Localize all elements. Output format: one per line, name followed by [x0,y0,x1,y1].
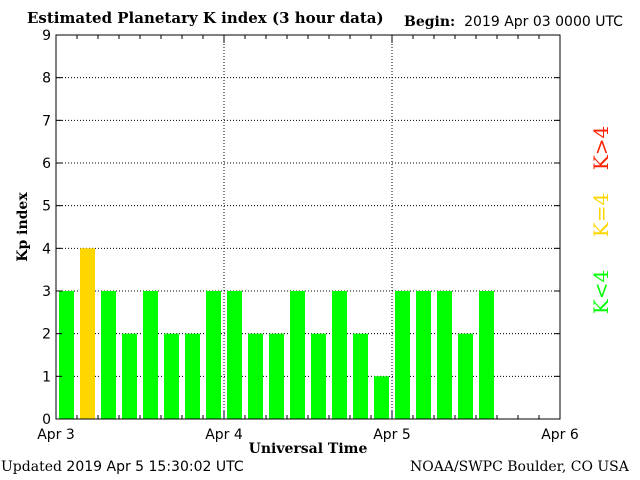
kp-bar [458,333,473,419]
kp-bar [416,291,431,419]
legend-item: K=4 [589,193,613,237]
y-tick-label: 7 [42,113,51,129]
kp-bar [269,333,284,419]
kp-bar [206,291,221,419]
kp-bar [59,291,74,419]
legend-item: K>4 [589,126,613,170]
updated-label: Updated [1,459,62,475]
kp-bar [290,291,305,419]
kp-bar [185,333,200,419]
y-axis: 0 1 2 3 4 5 6 7 8 9 [42,28,560,428]
begin-time: Begin: 2019 Apr 03 0000 UTC [404,14,623,30]
begin-value: 2019 Apr 03 0000 UTC [464,14,623,30]
begin-label: Begin: [404,14,456,30]
y-tick-label: 8 [42,71,51,87]
kp-bar [353,333,368,419]
kp-bar [437,291,452,419]
x-tick-label: Apr 6 [541,427,579,443]
kp-bar [101,291,116,419]
x-tick-label: Apr 3 [37,427,75,443]
updated-time: Updated 2019 Apr 5 15:30:02 UTC [1,459,244,475]
y-tick-label: 2 [42,327,51,343]
chart-title: Estimated Planetary K index (3 hour data… [27,9,384,27]
kp-bar [80,248,95,419]
y-tick-label: 4 [42,241,51,257]
source-credit: NOAA/SWPC Boulder, CO USA [410,459,629,475]
y-axis-title: Kp index [15,192,31,262]
kp-bar [395,291,410,419]
kp-bar [374,376,389,419]
x-tick-label: Apr 4 [205,427,243,443]
y-tick-label: 6 [42,156,51,172]
legend: K<4 K=4 K>4 [589,126,613,314]
kp-bar [248,333,263,419]
legend-item: K<4 [589,270,613,314]
grid-lines [56,35,560,419]
kp-bar [332,291,347,419]
y-tick-label: 9 [42,28,51,44]
x-tick-label: Apr 5 [373,427,411,443]
kp-bar [122,333,137,419]
kp-bar [479,291,494,419]
kp-bar [143,291,158,419]
kp-bar [311,333,326,419]
y-tick-label: 3 [42,284,51,300]
y-tick-label: 0 [42,412,51,428]
y-tick-label: 1 [42,369,51,385]
x-axis-title: Universal Time [249,441,368,457]
bars [59,248,494,419]
updated-value: 2019 Apr 5 15:30:02 UTC [66,459,244,475]
kp-bar [164,333,179,419]
y-tick-label: 5 [42,199,51,215]
x-axis: Apr 3 Apr 4 Apr 5 Apr 6 [37,35,579,443]
kp-bar [227,291,242,419]
